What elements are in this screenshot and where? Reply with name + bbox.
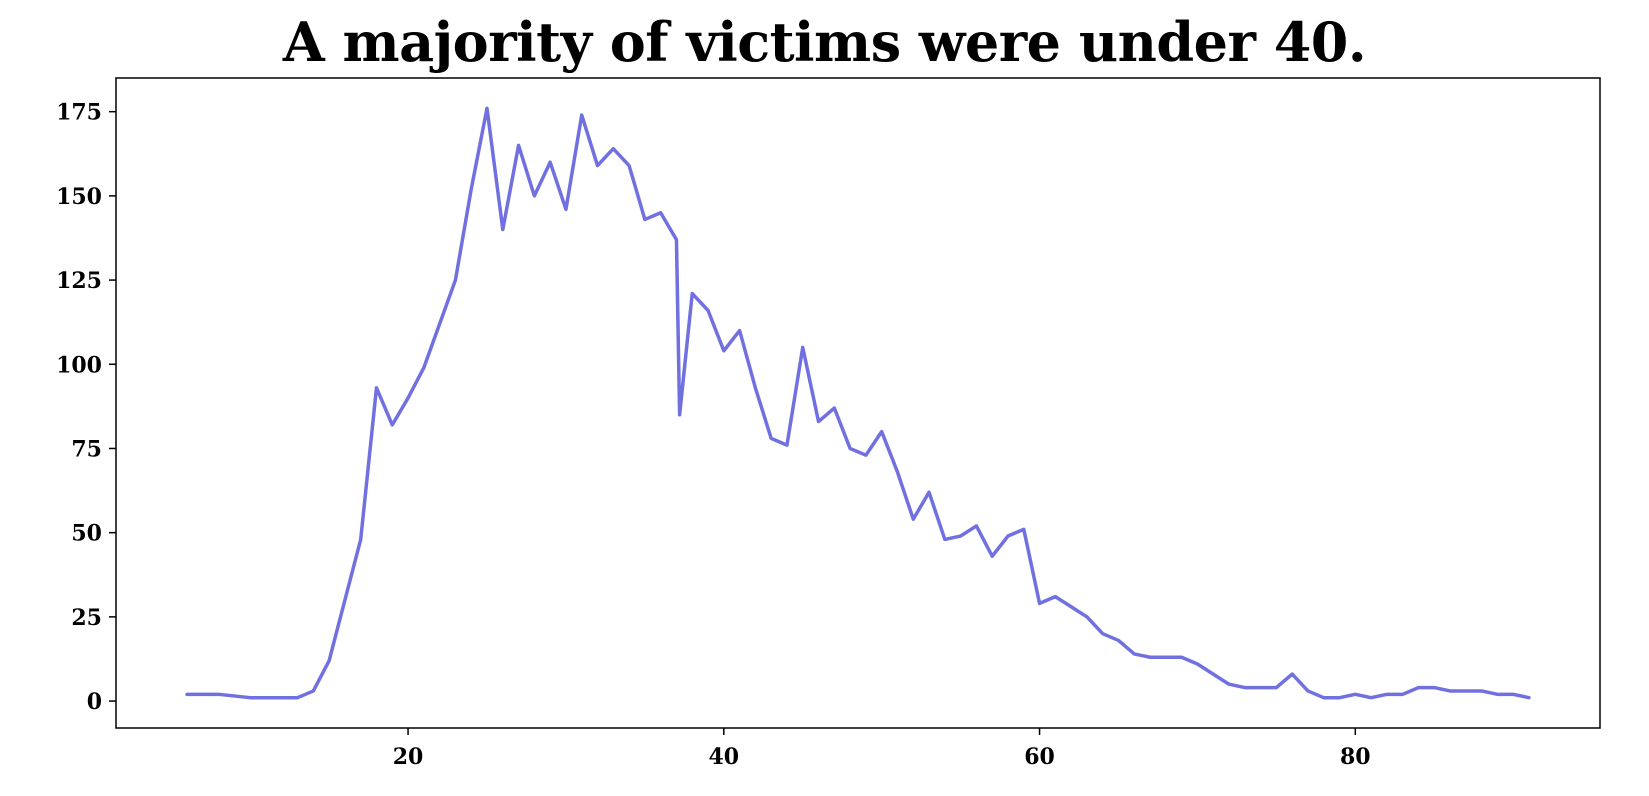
y-tick-label: 50 [71,521,102,547]
y-tick-label: 125 [56,268,102,294]
plot-area-frame [115,77,1601,729]
y-tick-label: 150 [56,184,102,210]
y-tick-label: 175 [56,100,102,126]
y-tick-label: 0 [87,689,102,715]
y-axis: 0 25 50 75 100 125 150 175 [56,100,116,715]
x-tick-label: 80 [1340,744,1371,770]
x-axis: 20 40 60 80 [393,728,1371,770]
x-tick-label: 40 [708,744,739,770]
y-tick-label: 25 [71,605,102,631]
y-tick-label: 100 [56,352,102,378]
x-tick-label: 20 [393,744,424,770]
series-line [185,106,1531,700]
chart-title: A majority of victims were under 40. [282,10,1367,74]
series-layer [185,106,1531,700]
x-tick-label: 60 [1024,744,1055,770]
y-tick-label: 75 [71,436,102,462]
